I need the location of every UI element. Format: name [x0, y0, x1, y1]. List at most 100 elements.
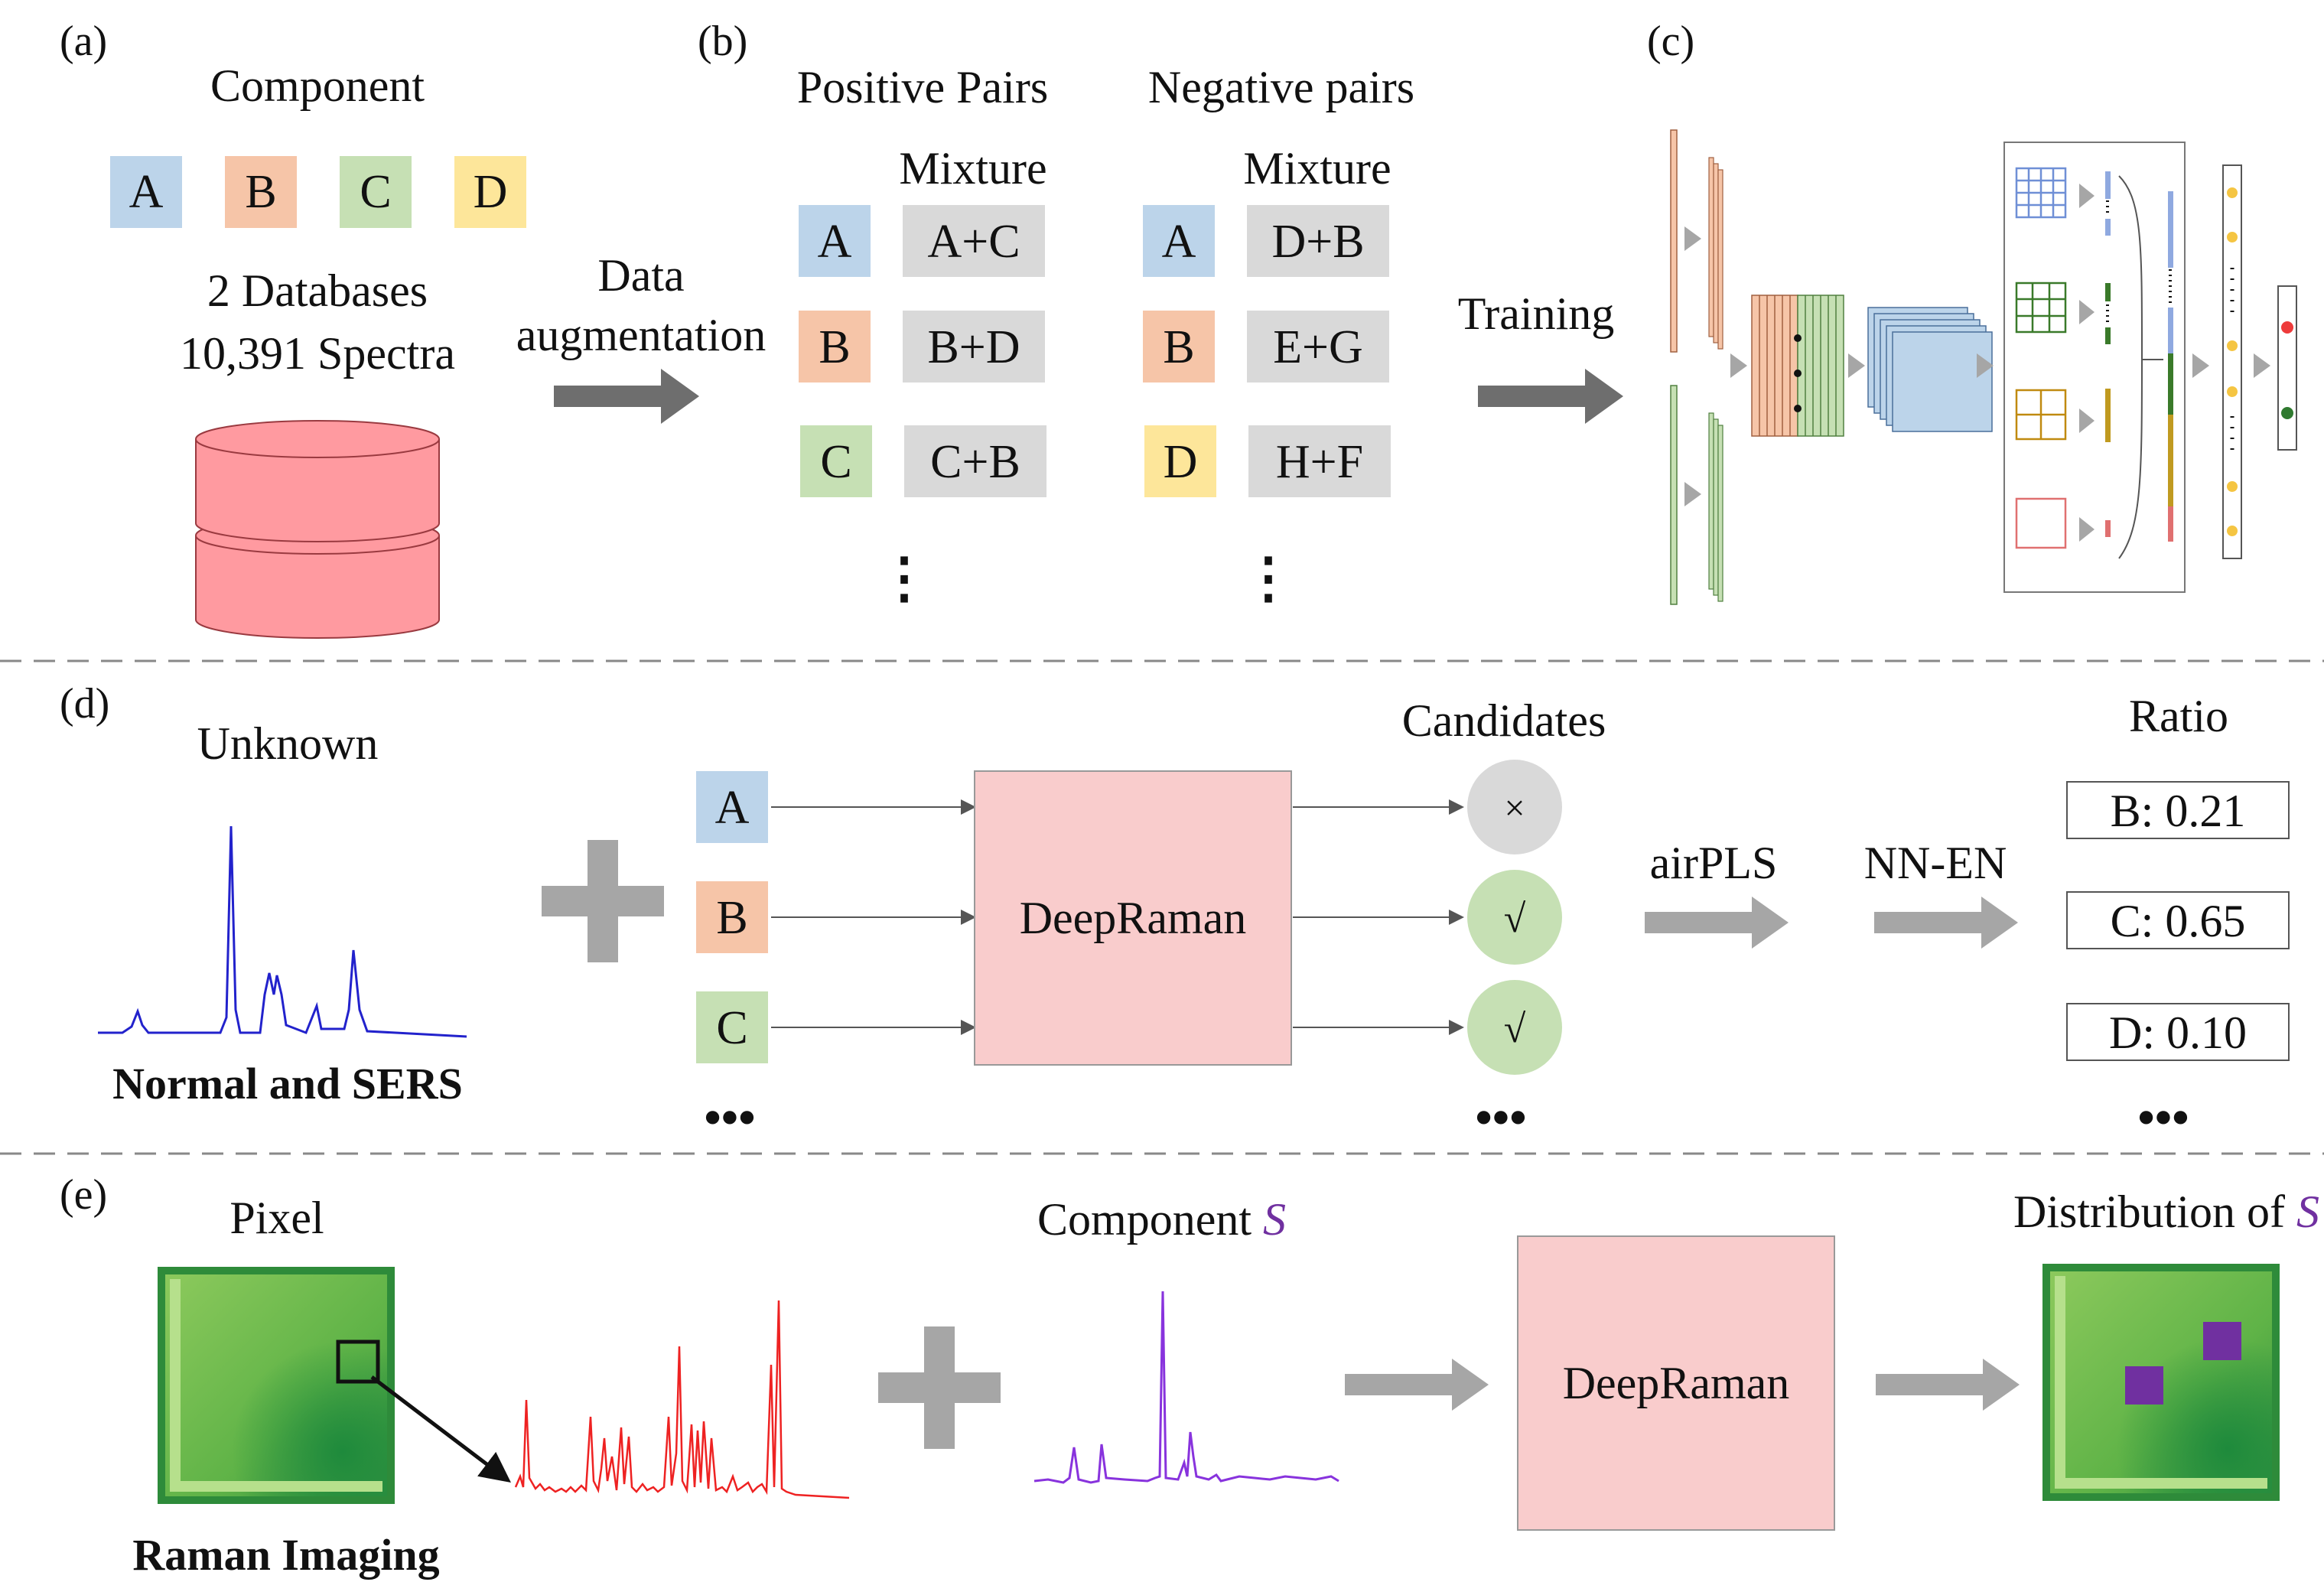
candidate-accepted-icon: [1467, 980, 1562, 1075]
imaging-caption: Raman Imaging: [132, 1530, 439, 1580]
plus-icon: [878, 1326, 1001, 1449]
negative-mixture-label: Mixture: [1243, 143, 1391, 194]
negative-component-b: [1143, 311, 1215, 382]
output-layer: [2277, 285, 2297, 451]
distribution-symbol: S: [2296, 1186, 2319, 1237]
blue-feature-stack: [1867, 307, 1993, 432]
distribution-label: Distribution of S: [2013, 1186, 2319, 1237]
augmentation-arrow: [554, 369, 699, 424]
panel-d-tag: (d): [60, 680, 109, 728]
negative-mixture-text: E+G: [1273, 321, 1363, 373]
candidates-label: Candidates: [1402, 695, 1606, 746]
feature-strip: [1713, 163, 1719, 343]
negative-mixture-text: D+B: [1271, 216, 1364, 268]
process-arrow: [1345, 1359, 1489, 1411]
airpls-label: airPLS: [1650, 838, 1778, 888]
input-label: B: [716, 892, 747, 944]
positive-mixture-text: C+B: [930, 436, 1020, 488]
network-architecture-diagram: [1670, 129, 2297, 605]
training-label: Training: [1458, 288, 1615, 339]
positive-component-a: [799, 205, 871, 277]
component-boxes: A B C D: [110, 156, 526, 228]
positive-component-b: [799, 311, 871, 382]
detected-pixel: [2203, 1322, 2241, 1360]
input-strip-top: [1670, 129, 1678, 353]
negative-ellipsis: ⋮: [1241, 548, 1296, 609]
nnen-arrow: [1874, 897, 2018, 949]
deepraman-model-box: [974, 770, 1292, 1066]
raman-image: [158, 1267, 395, 1504]
layer-arrow: [1684, 482, 1701, 506]
component-box-b-label: B: [245, 166, 276, 218]
positive-ellipsis: ⋮: [877, 548, 932, 609]
combined-feature-map: [1751, 295, 1844, 437]
airpls-arrow: [1645, 897, 1789, 949]
pool-grid-3x3: [2015, 282, 2067, 334]
distribution-map: [2042, 1264, 2280, 1501]
pool-grid-1x1: [2015, 497, 2067, 549]
component-s-text: Component: [1037, 1194, 1263, 1245]
unknown-label: Unknown: [197, 718, 379, 769]
pixel-label: Pixel: [229, 1193, 324, 1243]
negative-mixture-text: H+F: [1276, 436, 1363, 488]
databases-label: 2 Databases: [207, 265, 428, 316]
panel-e-tag: (e): [60, 1171, 107, 1219]
candidate-mark: √: [1504, 897, 1526, 941]
positive-component-label: A: [818, 216, 852, 268]
pool-grid-4x4: [2015, 167, 2067, 219]
candidate-rejected-icon: [1467, 760, 1562, 854]
distribution-text: Distribution of: [2013, 1186, 2296, 1237]
detected-pixel: [2125, 1366, 2163, 1405]
negative-pairs: A D+B B E+G D H+F: [1143, 205, 1391, 497]
pool-grid-2x2: [2015, 389, 2067, 441]
negative-component-label: D: [1164, 436, 1198, 488]
database-icon: [195, 420, 440, 639]
output-connectors: [1293, 799, 1464, 1035]
input-connectors: [771, 799, 976, 1035]
selected-pixel: [336, 1339, 380, 1384]
ratio-label: Ratio: [2129, 691, 2228, 741]
panel-a-tag: (a): [60, 18, 107, 65]
spectrum-caption: Normal and SERS: [112, 1059, 463, 1108]
ratio-value: C: 0.65: [2111, 896, 2246, 946]
positive-mixture-box: [904, 425, 1046, 497]
candidate-accepted-icon: [1467, 870, 1562, 965]
positive-mixture-text: B+D: [927, 321, 1020, 373]
component-box-d-label: D: [474, 166, 508, 218]
layer-arrow: [2192, 353, 2209, 378]
component-box-c-label: C: [360, 166, 391, 218]
feature-strip: [1717, 425, 1723, 602]
unknown-spectrum: [98, 825, 467, 1038]
component-box-a: [110, 156, 182, 228]
positive-mixture-text: A+C: [927, 216, 1020, 268]
deepraman-label: DeepRaman: [1020, 893, 1247, 943]
feature-strip: [1717, 169, 1723, 350]
candidate-ellipsis: •••: [1475, 1090, 1526, 1144]
input-label: A: [715, 782, 750, 834]
pixel-pointer-arrow: [370, 1375, 511, 1483]
concatenated-vector: [2168, 191, 2173, 542]
plus-icon: [542, 840, 664, 962]
component-box-b: [225, 156, 297, 228]
component-box-c: [340, 156, 412, 228]
component-title: Component: [210, 60, 425, 111]
component-s-label: Component S: [1037, 1194, 1286, 1245]
positive-component-label: B: [819, 321, 850, 373]
candidate-mark: ×: [1504, 788, 1525, 828]
component-s-spectrum: [1033, 1291, 1339, 1484]
nnen-label: NN-EN: [1864, 838, 2007, 888]
panel-c-tag: (c): [1647, 18, 1694, 65]
positive-pairs: A A+C B B+D C C+B: [799, 205, 1046, 497]
positive-mixture-box: [903, 311, 1045, 382]
layer-arrow: [1977, 353, 1994, 378]
feature-strip: [1708, 412, 1714, 590]
negative-component-label: B: [1163, 321, 1194, 373]
feature-strip: [1708, 157, 1714, 337]
negative-mixture-box: [1247, 311, 1389, 382]
positive-mixture-box: [903, 205, 1045, 277]
negative-component-d: [1144, 425, 1216, 497]
layer-arrow: [1848, 353, 1865, 378]
panel-b-tag: (b): [698, 18, 747, 65]
negative-component-a: [1143, 205, 1215, 277]
